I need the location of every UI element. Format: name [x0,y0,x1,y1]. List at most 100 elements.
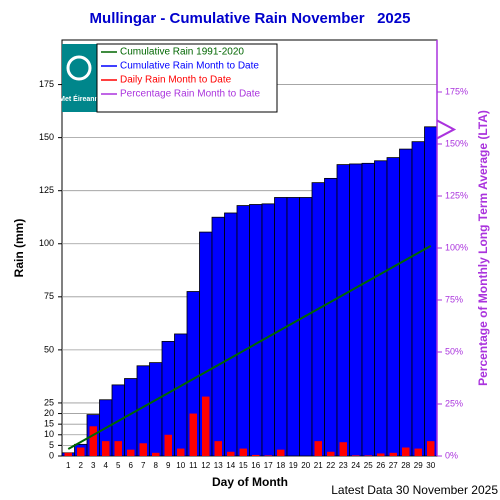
x-tick-label: 4 [104,461,109,470]
legend-label: Percentage Rain Month to Date [120,89,261,100]
y-tick-label: 5 [49,440,54,450]
y-tick-label: 15 [44,419,54,429]
daily-bar [414,448,422,456]
x-tick-label: 16 [251,461,260,470]
y2-tick-label: 75% [445,294,463,304]
x-tick-label: 15 [239,461,248,470]
daily-bar [377,453,385,456]
y2-axis-label: Percentage of Monthly Long Term Average … [476,110,490,386]
x-tick-label: 5 [116,461,121,470]
y-tick-label: 175 [39,79,54,89]
x-tick-label: 8 [154,461,159,470]
daily-bar [139,443,147,456]
legend-label: Cumulative Rain 1991-2020 [120,47,244,58]
x-tick-label: 28 [401,461,410,470]
cumulative-bar [236,205,250,457]
x-tick-label: 29 [414,461,423,470]
y2-tick-label: 100% [445,242,468,252]
daily-bar [89,426,97,456]
x-tick-label: 9 [166,461,171,470]
x-tick-label: 13 [214,461,223,470]
cumulative-bar [411,141,425,457]
x-tick-label: 6 [129,461,134,470]
lta-line [67,245,432,450]
y-tick-label: 50 [44,344,54,354]
daily-bar [364,455,372,456]
x-tick-label: 14 [226,461,235,470]
cumulative-bar [261,203,275,457]
logo-text: Met Éireann [59,94,99,103]
chart-title: Mullingar - Cumulative Rain November 202… [90,10,411,27]
daily-bar [114,441,122,456]
cumulative-bar [299,197,313,457]
cumulative-bar [336,164,350,457]
legend-box [96,43,278,113]
daily-bar [314,441,322,456]
daily-bar [127,449,135,456]
x-tick-label: 27 [389,461,398,470]
daily-bar [427,441,435,456]
x-tick-label: 11 [189,461,198,470]
x-tick-label: 19 [289,461,298,470]
x-tick-label: 3 [91,461,96,470]
daily-bar [64,452,72,456]
y2-tick-label: 25% [445,398,463,408]
x-tick-label: 7 [141,461,146,470]
y-tick-label: 100 [39,238,54,248]
x-tick-label: 24 [351,461,360,470]
x-tick-label: 17 [264,461,273,470]
x-axis-label: Day of Month [212,475,288,489]
cumulative-bar [386,157,400,457]
daily-bar [177,448,185,456]
x-tick-label: 26 [376,461,385,470]
cumulative-bar [286,197,300,457]
daily-bar [402,447,410,456]
cumulative-bar [324,177,338,457]
x-tick-label: 18 [276,461,285,470]
x-tick-label: 20 [301,461,310,470]
cumulative-bar [399,148,413,457]
y-tick-label: 0 [49,450,54,460]
daily-bar [327,451,335,456]
cumulative-bar [361,162,375,457]
daily-bar [277,449,285,456]
y2-tick-label: 0% [445,450,458,460]
x-tick-label: 2 [79,461,84,470]
daily-bar [264,455,272,456]
y-tick-label: 10 [44,429,54,439]
x-tick-label: 21 [314,461,323,470]
y-tick-label: 125 [39,185,54,195]
logo-swirl [66,55,92,81]
daily-bar [102,441,110,456]
y-tick-label: 150 [39,132,54,142]
daily-bar [202,396,210,456]
x-tick-label: 10 [176,461,185,470]
daily-bar [152,452,160,456]
cumulative-bar [424,126,438,457]
daily-bar [77,447,85,456]
cumulative-bar [211,216,225,457]
legend-label: Daily Rain Month to Date [120,75,232,86]
cumulative-bar [224,212,238,457]
y2-tick-label: 125% [445,190,468,200]
footer: Latest Data 30 November 2025 [331,483,498,497]
daily-bar [214,441,222,456]
x-tick-label: 23 [339,461,348,470]
daily-bar [227,451,235,456]
daily-bar [252,454,260,456]
y-tick-label: 25 [44,397,54,407]
daily-bar [189,413,197,456]
x-tick-label: 22 [326,461,335,470]
y2-tick-label: 50% [445,346,463,356]
cumulative-bar [136,365,150,457]
y2-tick-label: 150% [445,138,468,148]
daily-bar [352,455,360,456]
cumulative-bar [149,362,163,457]
cumulative-bar [174,333,188,457]
y2-tick-label: 175% [445,86,468,96]
daily-bar [164,434,172,456]
cumulative-bar [311,182,325,457]
daily-bar [389,452,397,456]
cumulative-bar [349,163,363,457]
